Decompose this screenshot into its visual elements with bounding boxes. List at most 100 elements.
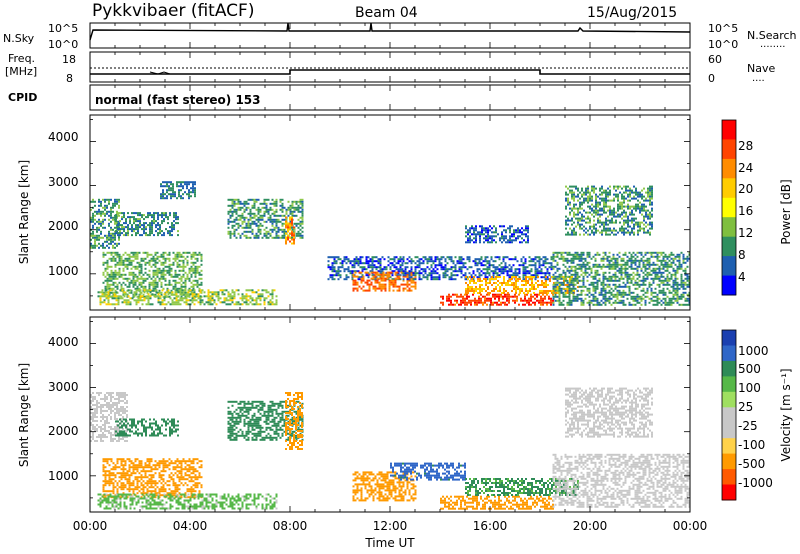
echo-cell	[498, 295, 500, 298]
echo-cell	[422, 274, 425, 277]
echo-cell	[658, 269, 661, 272]
echo-cell	[537, 276, 539, 278]
echo-cell	[402, 289, 405, 292]
echo-cell	[580, 269, 583, 272]
echo-cell	[249, 216, 252, 219]
echo-cell	[603, 209, 605, 212]
echo-cell	[116, 287, 119, 290]
echo-cell	[207, 303, 210, 306]
echo-cell	[666, 267, 669, 270]
echo-cell	[664, 265, 667, 268]
echo-cell	[472, 293, 474, 296]
echo-cell	[139, 299, 142, 302]
echo-cell	[573, 207, 575, 210]
echo-cell	[159, 230, 161, 233]
echo-cell	[253, 222, 256, 225]
echo-cell	[215, 293, 218, 296]
echo-cell	[627, 217, 629, 220]
echo-cell	[94, 242, 96, 245]
echo-cell	[168, 279, 171, 282]
echo-cell	[565, 221, 567, 224]
echo-cell	[128, 281, 131, 284]
echo-cell	[603, 199, 605, 202]
echo-cell	[593, 209, 595, 212]
echo-cell	[619, 227, 621, 230]
echo-cell	[259, 297, 262, 300]
echo-cell	[145, 232, 147, 235]
echo-cell	[584, 265, 587, 268]
echo-cell	[146, 253, 149, 256]
echo-cell	[169, 303, 172, 306]
echo-cell	[656, 301, 659, 304]
echo-cell	[162, 189, 164, 192]
echo-cell	[356, 287, 359, 290]
echo-cell	[660, 259, 663, 262]
echo-cell	[184, 277, 187, 280]
echo-cell	[496, 301, 498, 304]
echo-cell	[678, 283, 681, 286]
echo-cell	[170, 289, 173, 292]
echo-cell	[480, 258, 483, 261]
echo-cell	[503, 280, 505, 282]
echo-cell	[126, 265, 129, 268]
echo-cell	[195, 295, 198, 298]
echo-cell	[458, 266, 461, 269]
echo-cell	[233, 303, 236, 306]
echo-cell	[572, 285, 575, 288]
echo-cell	[281, 218, 284, 221]
echo-cell	[471, 278, 473, 280]
echo-cell	[187, 293, 190, 296]
echo-cell	[116, 244, 118, 247]
echo-cell	[599, 231, 601, 234]
echo-cell	[643, 207, 645, 210]
echo-cell	[90, 244, 92, 247]
echo-cell	[568, 281, 571, 284]
echo-cell	[534, 256, 537, 259]
echo-cell	[301, 216, 304, 219]
echo-cell	[295, 224, 298, 227]
echo-cell	[259, 214, 262, 217]
echo-cell	[529, 290, 531, 292]
echo-cell	[619, 213, 621, 216]
echo-cell	[135, 301, 138, 304]
echo-cell	[148, 273, 151, 276]
echo-cell	[614, 259, 617, 262]
echo-cell	[615, 195, 617, 198]
echo-cell	[605, 221, 607, 224]
echo-cell	[656, 255, 659, 258]
echo-cell	[603, 211, 605, 214]
echo-cell	[182, 197, 184, 200]
echo-cell	[265, 236, 268, 239]
echo-cell	[365, 256, 368, 259]
echo-cell	[567, 193, 569, 196]
echo-cell	[615, 219, 617, 222]
echo-cell	[501, 284, 503, 286]
echo-cell	[233, 295, 236, 298]
echo-cell	[666, 261, 669, 264]
echo-cell	[180, 185, 182, 188]
echo-cell	[511, 282, 513, 284]
echo-cell	[652, 251, 655, 254]
echo-cell	[355, 262, 358, 265]
echo-cell	[273, 220, 276, 223]
echo-cell	[682, 287, 685, 290]
echo-cell	[672, 269, 675, 272]
echo-cell	[605, 195, 607, 198]
echo-cell	[608, 265, 611, 268]
echo-cell	[129, 301, 132, 304]
echo-cell	[158, 289, 161, 292]
echo-cell	[233, 210, 236, 213]
echo-cell	[634, 263, 637, 266]
echo-cell	[174, 275, 177, 278]
echo-cell	[90, 220, 92, 223]
echo-cell	[253, 220, 256, 223]
echo-cell	[668, 299, 671, 302]
echo-cell	[116, 277, 119, 280]
echo-cell	[531, 280, 533, 282]
echo-cell	[175, 289, 178, 292]
echo-cell	[145, 295, 148, 298]
echo-cell	[620, 277, 623, 280]
echo-cell	[257, 226, 260, 229]
echo-cell	[169, 232, 171, 235]
echo-cell	[686, 279, 689, 282]
